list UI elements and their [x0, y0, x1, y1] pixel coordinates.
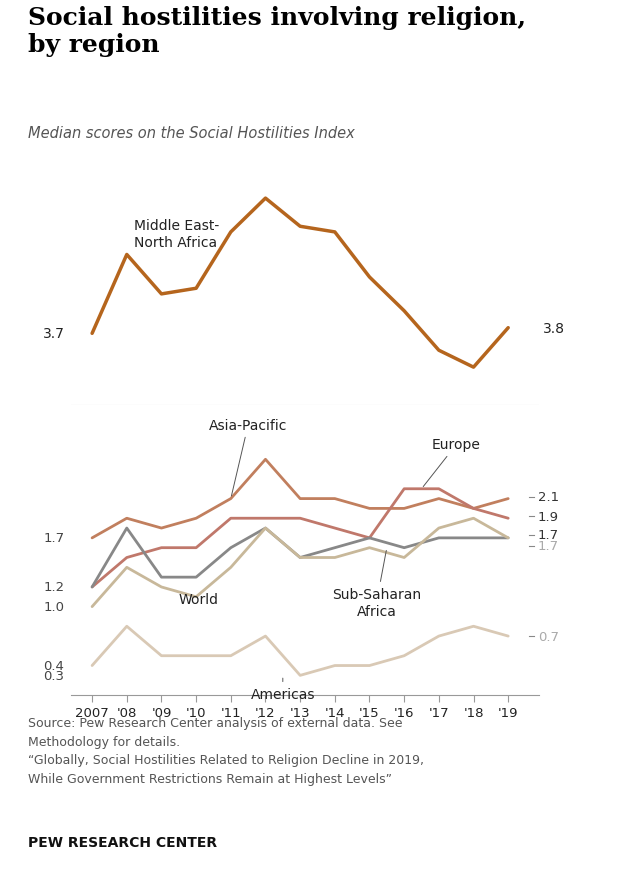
Text: Source: Pew Research Center analysis of external data. See
Methodology for detai: Source: Pew Research Center analysis of … [28, 716, 424, 785]
Text: 1.0: 1.0 [43, 600, 64, 614]
Text: Median scores on the Social Hostilities Index: Median scores on the Social Hostilities … [28, 125, 355, 141]
Text: 1.2: 1.2 [43, 580, 64, 594]
Text: 1.7: 1.7 [538, 540, 559, 553]
Text: 0.4: 0.4 [43, 660, 64, 673]
Text: 0.3: 0.3 [43, 669, 64, 682]
Text: PEW RESEARCH CENTER: PEW RESEARCH CENTER [28, 835, 217, 849]
Text: Social hostilities involving religion,
by region: Social hostilities involving religion, b… [28, 6, 526, 57]
Text: Sub-Saharan
Africa: Sub-Saharan Africa [332, 551, 421, 619]
Text: Middle East-
North Africa: Middle East- North Africa [134, 219, 219, 250]
Text: 3.8: 3.8 [543, 322, 565, 335]
Text: Asia-Pacific: Asia-Pacific [209, 418, 287, 496]
Text: 0.7: 0.7 [538, 630, 559, 643]
Text: 3.7: 3.7 [43, 327, 64, 341]
Text: Europe: Europe [423, 438, 480, 487]
Text: World: World [179, 592, 219, 606]
Text: Americas: Americas [250, 679, 315, 701]
Text: 1.7: 1.7 [538, 529, 559, 541]
Text: 1.9: 1.9 [538, 510, 559, 523]
Text: 2.1: 2.1 [538, 491, 559, 503]
Text: 1.7: 1.7 [43, 532, 64, 545]
